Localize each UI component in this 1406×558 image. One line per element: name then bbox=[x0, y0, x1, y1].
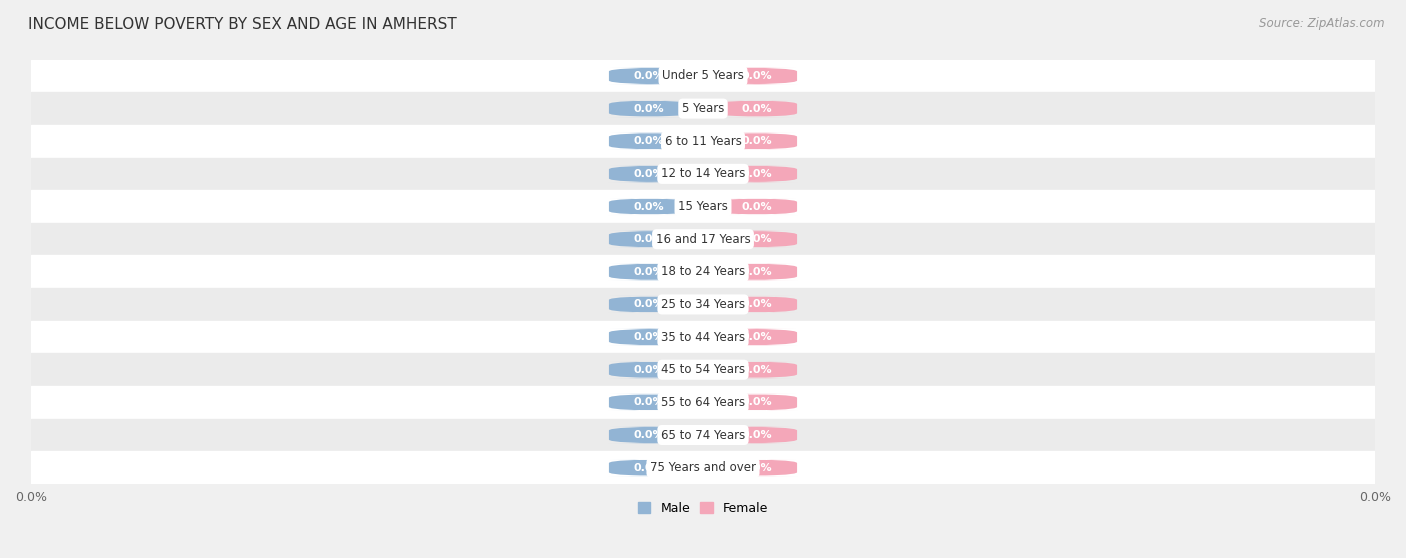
Text: 0.0%: 0.0% bbox=[741, 234, 772, 244]
Text: 0.0%: 0.0% bbox=[741, 300, 772, 310]
Text: 5 Years: 5 Years bbox=[682, 102, 724, 115]
Text: 0.0%: 0.0% bbox=[741, 267, 772, 277]
FancyBboxPatch shape bbox=[717, 426, 797, 444]
FancyBboxPatch shape bbox=[717, 230, 797, 248]
FancyBboxPatch shape bbox=[609, 361, 689, 378]
Bar bbox=[31, 353, 1375, 386]
Text: 0.0%: 0.0% bbox=[634, 463, 665, 473]
FancyBboxPatch shape bbox=[717, 329, 797, 345]
Text: 0.0%: 0.0% bbox=[634, 365, 665, 375]
FancyBboxPatch shape bbox=[609, 426, 689, 444]
FancyBboxPatch shape bbox=[609, 68, 689, 84]
Bar bbox=[31, 386, 1375, 418]
Text: 18 to 24 Years: 18 to 24 Years bbox=[661, 265, 745, 278]
Text: 0.0%: 0.0% bbox=[634, 201, 665, 211]
FancyBboxPatch shape bbox=[609, 394, 689, 411]
Text: Under 5 Years: Under 5 Years bbox=[662, 69, 744, 83]
Bar bbox=[31, 288, 1375, 321]
Text: 65 to 74 Years: 65 to 74 Years bbox=[661, 429, 745, 441]
Text: 0.0%: 0.0% bbox=[741, 430, 772, 440]
Text: 0.0%: 0.0% bbox=[634, 169, 665, 179]
FancyBboxPatch shape bbox=[609, 165, 689, 182]
FancyBboxPatch shape bbox=[717, 459, 797, 476]
Bar bbox=[31, 223, 1375, 256]
Text: 16 and 17 Years: 16 and 17 Years bbox=[655, 233, 751, 246]
Bar bbox=[31, 321, 1375, 353]
Text: 0.0%: 0.0% bbox=[634, 267, 665, 277]
Text: 45 to 54 Years: 45 to 54 Years bbox=[661, 363, 745, 376]
Text: 15 Years: 15 Years bbox=[678, 200, 728, 213]
FancyBboxPatch shape bbox=[609, 230, 689, 248]
Bar bbox=[31, 451, 1375, 484]
Text: 0.0%: 0.0% bbox=[741, 71, 772, 81]
Bar bbox=[31, 418, 1375, 451]
FancyBboxPatch shape bbox=[717, 394, 797, 411]
Bar bbox=[31, 157, 1375, 190]
FancyBboxPatch shape bbox=[717, 198, 797, 215]
Text: 55 to 64 Years: 55 to 64 Years bbox=[661, 396, 745, 409]
Legend: Male, Female: Male, Female bbox=[633, 497, 773, 520]
Text: 0.0%: 0.0% bbox=[634, 332, 665, 342]
Text: 6 to 11 Years: 6 to 11 Years bbox=[665, 134, 741, 148]
FancyBboxPatch shape bbox=[717, 68, 797, 84]
Bar bbox=[31, 92, 1375, 125]
Text: 0.0%: 0.0% bbox=[634, 430, 665, 440]
Text: 0.0%: 0.0% bbox=[634, 104, 665, 114]
Text: Source: ZipAtlas.com: Source: ZipAtlas.com bbox=[1260, 17, 1385, 30]
Bar bbox=[31, 60, 1375, 92]
Text: 0.0%: 0.0% bbox=[634, 136, 665, 146]
Text: 0.0%: 0.0% bbox=[634, 397, 665, 407]
FancyBboxPatch shape bbox=[609, 263, 689, 280]
FancyBboxPatch shape bbox=[609, 296, 689, 313]
FancyBboxPatch shape bbox=[609, 133, 689, 150]
FancyBboxPatch shape bbox=[609, 100, 689, 117]
Text: 0.0%: 0.0% bbox=[634, 300, 665, 310]
Bar bbox=[31, 190, 1375, 223]
FancyBboxPatch shape bbox=[717, 133, 797, 150]
Text: 0.0%: 0.0% bbox=[741, 332, 772, 342]
Text: 35 to 44 Years: 35 to 44 Years bbox=[661, 330, 745, 344]
Text: 0.0%: 0.0% bbox=[741, 104, 772, 114]
Bar bbox=[31, 125, 1375, 157]
Text: 0.0%: 0.0% bbox=[741, 463, 772, 473]
Text: 0.0%: 0.0% bbox=[741, 365, 772, 375]
FancyBboxPatch shape bbox=[717, 165, 797, 182]
Text: 0.0%: 0.0% bbox=[741, 169, 772, 179]
Text: 0.0%: 0.0% bbox=[741, 136, 772, 146]
Text: 12 to 14 Years: 12 to 14 Years bbox=[661, 167, 745, 180]
FancyBboxPatch shape bbox=[609, 198, 689, 215]
FancyBboxPatch shape bbox=[717, 361, 797, 378]
Text: 0.0%: 0.0% bbox=[741, 201, 772, 211]
Text: 25 to 34 Years: 25 to 34 Years bbox=[661, 298, 745, 311]
FancyBboxPatch shape bbox=[717, 100, 797, 117]
Text: 0.0%: 0.0% bbox=[634, 234, 665, 244]
Text: INCOME BELOW POVERTY BY SEX AND AGE IN AMHERST: INCOME BELOW POVERTY BY SEX AND AGE IN A… bbox=[28, 17, 457, 32]
Text: 0.0%: 0.0% bbox=[634, 71, 665, 81]
Text: 75 Years and over: 75 Years and over bbox=[650, 461, 756, 474]
FancyBboxPatch shape bbox=[717, 263, 797, 280]
FancyBboxPatch shape bbox=[609, 459, 689, 476]
Text: 0.0%: 0.0% bbox=[741, 397, 772, 407]
FancyBboxPatch shape bbox=[609, 329, 689, 345]
FancyBboxPatch shape bbox=[717, 296, 797, 313]
Bar bbox=[31, 256, 1375, 288]
